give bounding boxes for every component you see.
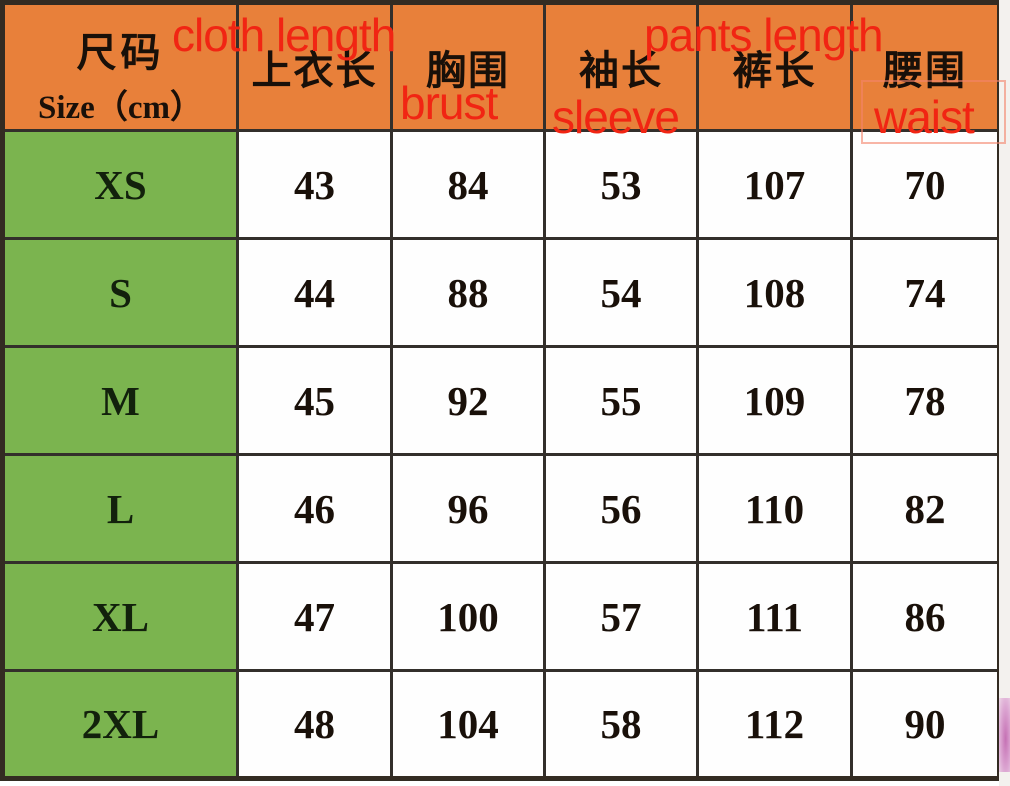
- size-cell: S: [1, 237, 239, 348]
- table-cell: 96: [390, 453, 546, 564]
- table-cell: 54: [543, 237, 699, 348]
- header-row: 尺码 Size（cm） 上衣长 胸围 袖长 裤长 腰围: [1, 1, 1001, 132]
- size-header-cn: 尺码: [76, 30, 165, 75]
- annotation-bust: brust: [400, 77, 498, 129]
- annotation-cloth-length: cloth length: [172, 9, 396, 61]
- table-row-xs: XS 43 84 53 107 70: [1, 129, 1001, 240]
- table-row-xl: XL 47 100 57 111 86: [1, 561, 1001, 672]
- table-cell: 109: [696, 345, 853, 456]
- table-cell: 45: [236, 345, 393, 456]
- right-edge-photo-sliver: [999, 0, 1010, 786]
- table-cell: 56: [543, 453, 699, 564]
- column-header-sleeve: 袖长: [543, 1, 699, 132]
- annotation-waist: waist: [874, 91, 975, 143]
- table-cell: 88: [390, 237, 546, 348]
- table-cell: 55: [543, 345, 699, 456]
- size-cell: XL: [1, 561, 239, 672]
- column-header-waist: 腰围: [850, 1, 1001, 132]
- table-cell: 92: [390, 345, 546, 456]
- table-cell: 44: [236, 237, 393, 348]
- size-cell: XS: [1, 129, 239, 240]
- table-cell: 58: [543, 669, 699, 780]
- size-cell: L: [1, 453, 239, 564]
- table-row-s: S 44 88 54 108 74: [1, 237, 1001, 348]
- annotation-pants-length: pants length: [644, 9, 884, 61]
- table-cell: 43: [236, 129, 393, 240]
- size-cell: M: [1, 345, 239, 456]
- table-cell: 107: [696, 129, 853, 240]
- table-cell: 74: [850, 237, 1001, 348]
- table-cell: 78: [850, 345, 1001, 456]
- column-header-bust: 胸围: [390, 1, 546, 132]
- table-cell: 86: [850, 561, 1001, 672]
- pink-blob-decoration: [999, 698, 1010, 772]
- table-cell: 47: [236, 561, 393, 672]
- table-row-l: L 46 96 56 110 82: [1, 453, 1001, 564]
- table-cell: 100: [390, 561, 546, 672]
- table-cell: 53: [543, 129, 699, 240]
- size-cell: 2XL: [1, 669, 239, 780]
- annotation-sleeve: sleeve: [552, 91, 680, 143]
- table-cell: 104: [390, 669, 546, 780]
- table-cell: 57: [543, 561, 699, 672]
- column-header-pants-length: 裤长: [696, 1, 853, 132]
- table-cell: 110: [696, 453, 853, 564]
- table-cell: 111: [696, 561, 853, 672]
- table-cell: 108: [696, 237, 853, 348]
- table-cell: 82: [850, 453, 1001, 564]
- table-cell: 90: [850, 669, 1001, 780]
- size-header-en: Size（cm）: [38, 90, 203, 126]
- size-header-cell: 尺码 Size（cm）: [1, 1, 239, 132]
- waist-highlight-box: [861, 80, 1006, 144]
- column-header-cloth-length: 上衣长: [236, 1, 393, 132]
- table-row-m: M 45 92 55 109 78: [1, 345, 1001, 456]
- table-cell: 112: [696, 669, 853, 780]
- table-cell: 48: [236, 669, 393, 780]
- table-row-2xl: 2XL 48 104 58 112 90: [1, 669, 1001, 780]
- table-cell: 70: [850, 129, 1001, 240]
- table-cell: 46: [236, 453, 393, 564]
- table-cell: 84: [390, 129, 546, 240]
